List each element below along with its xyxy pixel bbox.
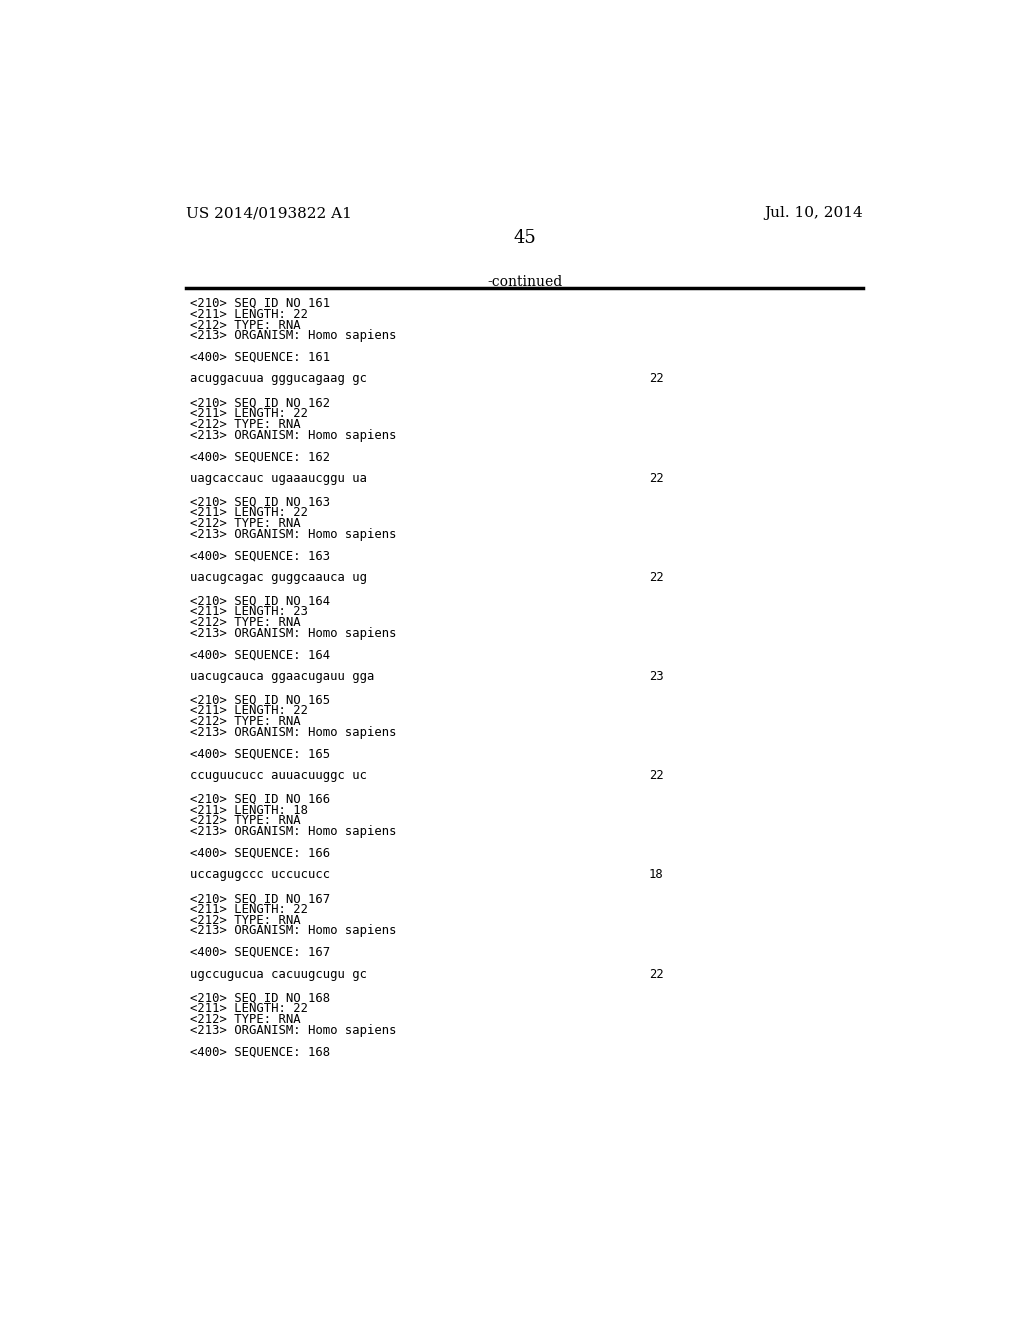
Text: <213> ORGANISM: Homo sapiens: <213> ORGANISM: Homo sapiens	[190, 528, 396, 541]
Text: <212> TYPE: RNA: <212> TYPE: RNA	[190, 814, 301, 828]
Text: <210> SEQ ID NO 168: <210> SEQ ID NO 168	[190, 991, 330, 1005]
Text: <210> SEQ ID NO 167: <210> SEQ ID NO 167	[190, 892, 330, 906]
Text: <212> TYPE: RNA: <212> TYPE: RNA	[190, 616, 301, 630]
Text: US 2014/0193822 A1: US 2014/0193822 A1	[186, 206, 352, 220]
Text: <211> LENGTH: 22: <211> LENGTH: 22	[190, 506, 308, 519]
Text: <400> SEQUENCE: 165: <400> SEQUENCE: 165	[190, 747, 330, 760]
Text: <211> LENGTH: 22: <211> LENGTH: 22	[190, 1002, 308, 1015]
Text: <213> ORGANISM: Homo sapiens: <213> ORGANISM: Homo sapiens	[190, 726, 396, 739]
Text: <211> LENGTH: 23: <211> LENGTH: 23	[190, 606, 308, 618]
Text: <212> TYPE: RNA: <212> TYPE: RNA	[190, 715, 301, 729]
Text: uccagugccc uccucucc: uccagugccc uccucucc	[190, 869, 330, 882]
Text: <210> SEQ ID NO 164: <210> SEQ ID NO 164	[190, 594, 330, 607]
Text: Jul. 10, 2014: Jul. 10, 2014	[765, 206, 863, 220]
Text: <210> SEQ ID NO 165: <210> SEQ ID NO 165	[190, 694, 330, 706]
Text: <212> TYPE: RNA: <212> TYPE: RNA	[190, 318, 301, 331]
Text: <210> SEQ ID NO 161: <210> SEQ ID NO 161	[190, 297, 330, 310]
Text: <213> ORGANISM: Homo sapiens: <213> ORGANISM: Homo sapiens	[190, 924, 396, 937]
Text: <400> SEQUENCE: 167: <400> SEQUENCE: 167	[190, 946, 330, 958]
Text: <213> ORGANISM: Homo sapiens: <213> ORGANISM: Homo sapiens	[190, 627, 396, 640]
Text: <400> SEQUENCE: 163: <400> SEQUENCE: 163	[190, 549, 330, 562]
Text: <212> TYPE: RNA: <212> TYPE: RNA	[190, 417, 301, 430]
Text: <212> TYPE: RNA: <212> TYPE: RNA	[190, 913, 301, 927]
Text: <211> LENGTH: 18: <211> LENGTH: 18	[190, 804, 308, 817]
Text: <211> LENGTH: 22: <211> LENGTH: 22	[190, 705, 308, 718]
Text: <212> TYPE: RNA: <212> TYPE: RNA	[190, 517, 301, 529]
Text: <213> ORGANISM: Homo sapiens: <213> ORGANISM: Homo sapiens	[190, 1023, 396, 1036]
Text: uagcaccauc ugaaaucggu ua: uagcaccauc ugaaaucggu ua	[190, 471, 367, 484]
Text: -continued: -continued	[487, 276, 562, 289]
Text: <211> LENGTH: 22: <211> LENGTH: 22	[190, 407, 308, 420]
Text: ugccugucua cacuugcugu gc: ugccugucua cacuugcugu gc	[190, 968, 367, 981]
Text: 23: 23	[649, 671, 664, 682]
Text: <211> LENGTH: 22: <211> LENGTH: 22	[190, 903, 308, 916]
Text: 22: 22	[649, 570, 664, 583]
Text: <213> ORGANISM: Homo sapiens: <213> ORGANISM: Homo sapiens	[190, 825, 396, 838]
Text: 22: 22	[649, 372, 664, 385]
Text: <400> SEQUENCE: 166: <400> SEQUENCE: 166	[190, 847, 330, 859]
Text: 18: 18	[649, 869, 664, 882]
Text: 45: 45	[513, 230, 537, 247]
Text: <213> ORGANISM: Homo sapiens: <213> ORGANISM: Homo sapiens	[190, 330, 396, 342]
Text: <400> SEQUENCE: 164: <400> SEQUENCE: 164	[190, 648, 330, 661]
Text: <400> SEQUENCE: 168: <400> SEQUENCE: 168	[190, 1045, 330, 1059]
Text: uacugcagac guggcaauca ug: uacugcagac guggcaauca ug	[190, 570, 367, 583]
Text: <400> SEQUENCE: 161: <400> SEQUENCE: 161	[190, 351, 330, 364]
Text: uacugcauca ggaacugauu gga: uacugcauca ggaacugauu gga	[190, 671, 375, 682]
Text: 22: 22	[649, 770, 664, 783]
Text: <211> LENGTH: 22: <211> LENGTH: 22	[190, 308, 308, 321]
Text: acuggacuua gggucagaag gc: acuggacuua gggucagaag gc	[190, 372, 367, 385]
Text: ccuguucucc auuacuuggc uc: ccuguucucc auuacuuggc uc	[190, 770, 367, 783]
Text: <400> SEQUENCE: 162: <400> SEQUENCE: 162	[190, 450, 330, 463]
Text: <210> SEQ ID NO 166: <210> SEQ ID NO 166	[190, 793, 330, 807]
Text: <210> SEQ ID NO 162: <210> SEQ ID NO 162	[190, 396, 330, 409]
Text: 22: 22	[649, 968, 664, 981]
Text: 22: 22	[649, 471, 664, 484]
Text: <212> TYPE: RNA: <212> TYPE: RNA	[190, 1012, 301, 1026]
Text: <213> ORGANISM: Homo sapiens: <213> ORGANISM: Homo sapiens	[190, 429, 396, 441]
Text: <210> SEQ ID NO 163: <210> SEQ ID NO 163	[190, 495, 330, 508]
